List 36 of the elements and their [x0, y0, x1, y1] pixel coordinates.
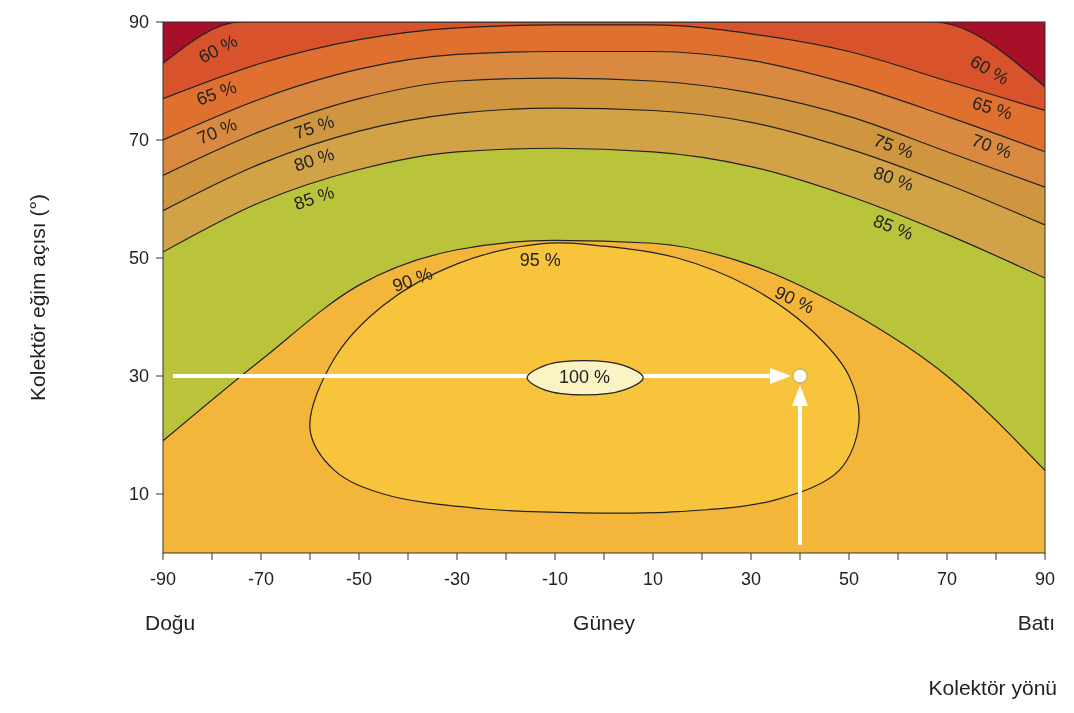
- y-tick-label: 90: [128, 12, 149, 32]
- series-label: 80 %: [870, 162, 917, 196]
- series-label: 60 %: [966, 51, 1013, 89]
- series-label: 70 %: [194, 114, 240, 149]
- text: 60 %: [195, 30, 241, 68]
- x-tick-label: -90: [149, 569, 177, 589]
- y-tick-label: 30: [128, 366, 149, 386]
- x-tick-label: -70: [247, 569, 275, 589]
- y-tick-label: 70: [128, 130, 149, 150]
- series-label: 90 %: [771, 282, 818, 318]
- text: 85 %: [291, 182, 337, 215]
- x-tick-label: -50: [345, 569, 373, 589]
- series-label: 85 %: [870, 210, 917, 245]
- series-label: 95 %: [519, 249, 561, 270]
- x-tick-label: -30: [443, 569, 471, 589]
- series-label: 100 %: [558, 366, 610, 387]
- y-tick-label: 10: [128, 484, 149, 504]
- text: 90 %: [389, 263, 436, 297]
- x-tick-label: 70: [936, 569, 958, 589]
- text: 70 %: [968, 129, 1015, 163]
- x-tick-label: 30: [740, 569, 762, 589]
- y-tick-label: 50: [128, 248, 149, 268]
- x-axis-title: Kolektör yönü: [928, 676, 1057, 699]
- text: 75 %: [291, 111, 337, 144]
- text: 65 %: [193, 76, 240, 110]
- x-tick-label: 90: [1034, 569, 1056, 589]
- text: Doğu: [145, 611, 196, 634]
- text: Batı: [1017, 611, 1055, 634]
- x-tick-label: -10: [541, 569, 569, 589]
- y-axis-title: Kolektör eğim açısı (°): [26, 194, 49, 401]
- series-label: 65 %: [969, 92, 1015, 124]
- text: Güney: [573, 611, 636, 634]
- text: 80 %: [291, 143, 337, 176]
- series-label: 75 %: [870, 129, 917, 163]
- x-tick-label: 50: [838, 569, 860, 589]
- x-tick-label: 10: [642, 569, 664, 589]
